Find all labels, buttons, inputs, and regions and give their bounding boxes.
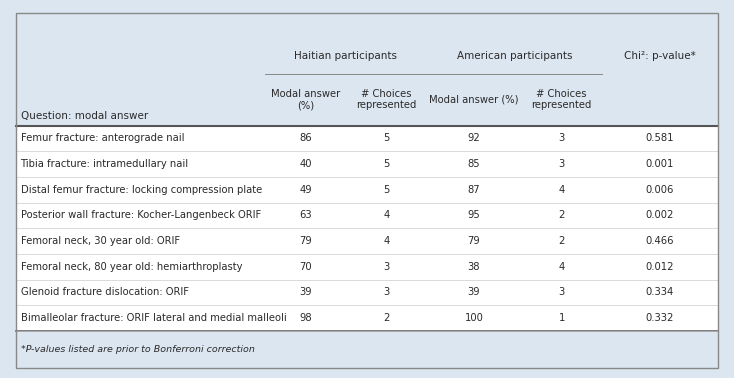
Text: 2: 2 (559, 236, 565, 246)
Text: # Choices
represented: # Choices represented (356, 89, 416, 110)
Bar (16, 38, 718, 74)
Text: Distal femur fracture: locking compression plate: Distal femur fracture: locking compressi… (21, 185, 262, 195)
Text: 3: 3 (559, 287, 565, 297)
Text: 0.332: 0.332 (646, 313, 674, 323)
Text: 98: 98 (299, 313, 312, 323)
Text: 39: 39 (299, 287, 312, 297)
Text: Femoral neck, 30 year old: ORIF: Femoral neck, 30 year old: ORIF (21, 236, 180, 246)
Text: American participants: American participants (457, 51, 572, 61)
Text: Question: modal answer: Question: modal answer (21, 111, 148, 121)
Text: 40: 40 (299, 159, 312, 169)
Bar (16, 13, 718, 38)
Text: 3: 3 (559, 133, 565, 143)
Text: 0.001: 0.001 (646, 159, 674, 169)
Text: Tibia fracture: intramedullary nail: Tibia fracture: intramedullary nail (21, 159, 189, 169)
Text: 0.006: 0.006 (646, 185, 674, 195)
Bar (16, 331, 718, 368)
Text: 0.466: 0.466 (646, 236, 675, 246)
Text: Posterior wall fracture: Kocher-Langenbeck ORIF: Posterior wall fracture: Kocher-Langenbe… (21, 210, 261, 220)
Text: 5: 5 (383, 159, 390, 169)
Text: 2: 2 (559, 210, 565, 220)
Bar (16, 38, 718, 331)
Text: 0.581: 0.581 (646, 133, 675, 143)
Text: 87: 87 (468, 185, 480, 195)
Text: Modal answer (%): Modal answer (%) (429, 94, 519, 105)
Text: # Choices
represented: # Choices represented (531, 89, 592, 110)
Text: 3: 3 (559, 159, 565, 169)
Text: 95: 95 (468, 210, 480, 220)
Text: Bimalleolar fracture: ORIF lateral and medial malleoli: Bimalleolar fracture: ORIF lateral and m… (21, 313, 286, 323)
Text: 79: 79 (299, 236, 312, 246)
Text: 49: 49 (299, 185, 312, 195)
Text: 79: 79 (468, 236, 480, 246)
Text: 4: 4 (383, 236, 390, 246)
Text: 39: 39 (468, 287, 480, 297)
Text: 4: 4 (559, 185, 565, 195)
Text: Modal answer
(%): Modal answer (%) (271, 89, 341, 110)
Text: 0.012: 0.012 (646, 262, 675, 272)
Text: 85: 85 (468, 159, 480, 169)
Text: 100: 100 (465, 313, 484, 323)
Text: *P-values listed are prior to Bonferroni correction: *P-values listed are prior to Bonferroni… (21, 345, 255, 354)
Text: 4: 4 (559, 262, 565, 272)
Text: 70: 70 (299, 262, 312, 272)
Text: Femur fracture: anterograde nail: Femur fracture: anterograde nail (21, 133, 184, 143)
Text: 5: 5 (383, 133, 390, 143)
Bar (16, 74, 718, 125)
Text: 2: 2 (383, 313, 390, 323)
Text: 0.334: 0.334 (646, 287, 674, 297)
Text: Chi²: p-value*: Chi²: p-value* (624, 51, 696, 61)
Text: 5: 5 (383, 185, 390, 195)
Text: Femoral neck, 80 year old: hemiarthroplasty: Femoral neck, 80 year old: hemiarthropla… (21, 262, 242, 272)
Text: Haitian participants: Haitian participants (294, 51, 397, 61)
Text: 3: 3 (383, 287, 390, 297)
Text: 63: 63 (299, 210, 312, 220)
Text: 86: 86 (299, 133, 312, 143)
Text: 38: 38 (468, 262, 480, 272)
Text: 0.002: 0.002 (646, 210, 674, 220)
Text: 3: 3 (383, 262, 390, 272)
Text: 92: 92 (468, 133, 480, 143)
Text: 1: 1 (559, 313, 565, 323)
Text: 4: 4 (383, 210, 390, 220)
Text: Glenoid fracture dislocation: ORIF: Glenoid fracture dislocation: ORIF (21, 287, 189, 297)
